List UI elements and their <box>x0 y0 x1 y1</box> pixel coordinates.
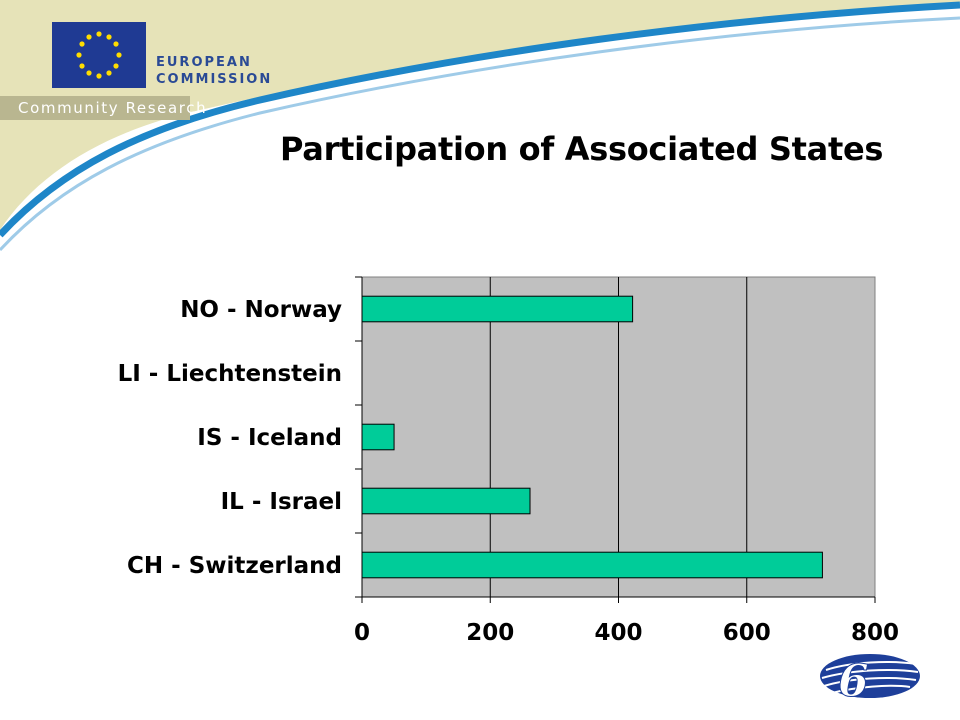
bars <box>361 295 823 579</box>
organization-name-line2: COMMISSION <box>156 72 273 87</box>
bar-il <box>361 487 531 515</box>
eu-flag-logo <box>52 22 146 88</box>
gridlines <box>489 277 748 597</box>
organization-name-line1: EUROPEAN <box>156 55 252 70</box>
eu-stars-icon <box>76 31 122 79</box>
bar-no <box>361 295 634 323</box>
x-tick-label: 600 <box>723 620 771 646</box>
x-tick-label: 200 <box>466 620 514 646</box>
bar-ch <box>361 551 823 579</box>
community-research-label: Community Research <box>18 99 208 117</box>
x-tick-label: 800 <box>851 620 899 646</box>
slide-title: Participation of Associated States <box>280 130 884 168</box>
category-label: NO - Norway <box>180 297 342 323</box>
x-tick-label: 0 <box>354 620 370 646</box>
category-label: LI - Liechtenstein <box>118 361 342 387</box>
header-swoosh-background <box>0 0 960 252</box>
category-label: CH - Switzerland <box>127 553 342 579</box>
x-tick-labels: 0 200 400 600 800 <box>354 620 899 646</box>
category-label: IL - Israel <box>221 489 342 515</box>
category-label: IS - Iceland <box>197 425 342 451</box>
svg-text:6: 6 <box>838 656 869 707</box>
fp6-logo: 6 <box>820 654 920 708</box>
axes <box>355 276 876 603</box>
organization-name: EUROPEAN COMMISSION <box>156 54 272 88</box>
category-labels: NO - Norway LI - Liechtenstein IS - Icelan… <box>118 297 342 579</box>
x-tick-label: 400 <box>594 620 642 646</box>
bar-is <box>361 423 395 451</box>
